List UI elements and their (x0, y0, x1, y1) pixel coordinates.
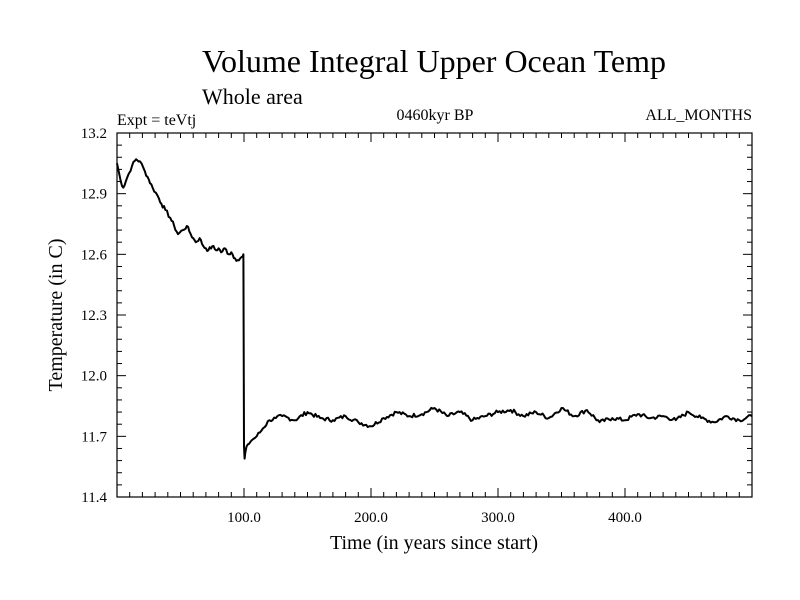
x-axis-label: Time (in years since start) (330, 532, 538, 554)
x-tick-label: 100.0 (227, 510, 261, 526)
y-tick-label: 12.0 (81, 369, 107, 385)
axis-ticks (117, 133, 752, 497)
y-axis-label: Temperature (in C) (45, 239, 67, 392)
y-tick-label: 11.7 (81, 429, 107, 445)
y-tick-label: 12.3 (81, 308, 107, 324)
x-tick-label: 200.0 (354, 510, 388, 526)
plot-frame (116, 132, 753, 498)
y-tick-label: 12.9 (81, 187, 107, 203)
expt-label: Expt = teVtj (117, 112, 196, 129)
y-tick-label: 13.2 (81, 126, 107, 142)
y-tick-label: 11.4 (81, 490, 107, 506)
period-label: 0460kyr BP (397, 107, 474, 124)
chart-title: Volume Integral Upper Ocean Temp (202, 43, 666, 79)
chart-subtitle: Whole area (202, 84, 303, 109)
x-tick-label: 300.0 (481, 510, 515, 526)
temperature-series-line (116, 158, 753, 460)
axis-tick-labels: 100.0 200.0 300.0 400.0 11.4 11.7 12.0 12.3 12.6… (81, 126, 642, 526)
x-tick-label: 400.0 (608, 510, 642, 526)
months-label: ALL_MONTHS (645, 107, 752, 124)
y-tick-label: 12.6 (81, 247, 108, 263)
